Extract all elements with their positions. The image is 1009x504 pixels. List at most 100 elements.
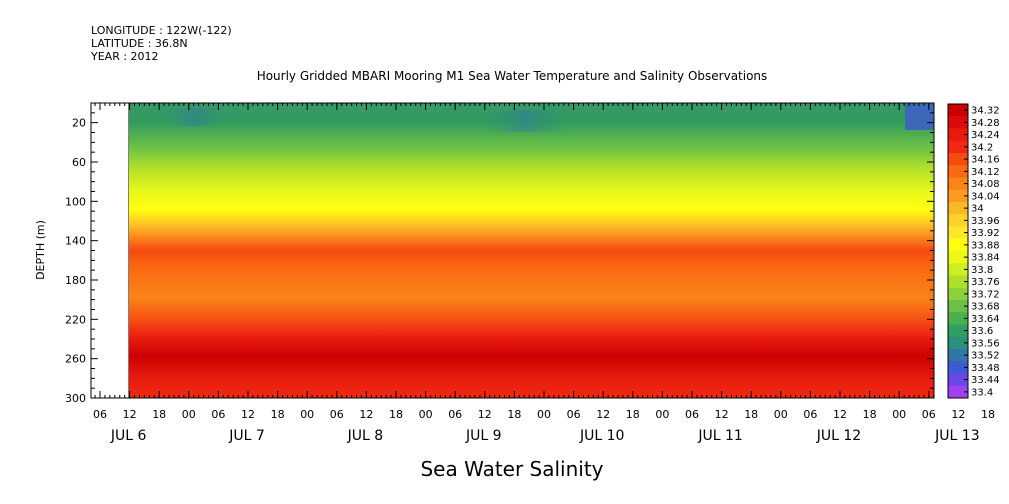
- colorbar-swatch: [948, 189, 968, 203]
- salinity-field: [129, 103, 934, 398]
- x-hour-label: 18: [389, 408, 403, 421]
- longitude-label: LONGITUDE : 122W(-122): [91, 24, 232, 37]
- colorbar-label: 33.8: [971, 265, 993, 276]
- x-day-label: JUL 6: [110, 428, 147, 444]
- y-axis-label: DEPTH (m): [34, 220, 47, 280]
- colorbar-label: 33.52: [971, 351, 1000, 362]
- x-day-label: JUL 13: [934, 428, 979, 444]
- colorbar-label: 34.32: [971, 106, 1000, 117]
- x-hour-label: 00: [419, 408, 433, 421]
- colorbar-label: 33.48: [971, 363, 1000, 374]
- colorbar-swatch: [948, 140, 968, 154]
- x-hour-label: 12: [241, 408, 255, 421]
- x-hour-label: 00: [300, 408, 314, 421]
- colorbar-swatch: [948, 349, 968, 362]
- x-hour-label: 06: [330, 408, 344, 421]
- colorbar-label: 33.92: [971, 228, 1000, 239]
- colorbar-label: 33.84: [971, 253, 1000, 264]
- y-tick-label: 140: [65, 235, 86, 248]
- surface-low-salinity-patch-2: [160, 108, 230, 126]
- x-hour-label: 06: [93, 408, 107, 421]
- x-hour-label: 06: [211, 408, 225, 421]
- year-label: YEAR : 2012: [91, 50, 159, 63]
- colorbar-swatch: [948, 128, 968, 142]
- colorbar-label: 34.12: [971, 167, 1000, 178]
- colorbar-label: 33.68: [971, 302, 1000, 313]
- y-tick-label: 100: [65, 195, 86, 208]
- colorbar-label: 33.64: [971, 314, 1000, 325]
- x-day-label: JUL 12: [816, 428, 861, 444]
- x-hour-label: 06: [922, 408, 936, 421]
- x-day-label: JUL 9: [465, 428, 502, 444]
- colorbar-label: 33.56: [971, 338, 1000, 349]
- x-hour-label: 12: [715, 408, 729, 421]
- colorbar-swatch: [948, 275, 968, 289]
- colorbar-label: 34.16: [971, 155, 1000, 166]
- x-hour-label: 12: [596, 408, 610, 421]
- colorbar-swatch: [948, 238, 968, 252]
- surface-low-salinity-patch-1: [480, 110, 570, 132]
- colorbar-label: 34.24: [971, 130, 1000, 141]
- colorbar-swatch: [948, 116, 968, 129]
- y-tick-label: 20: [72, 117, 86, 130]
- colorbar-swatch: [948, 300, 968, 313]
- x-hour-label: 12: [833, 408, 847, 421]
- x-hour-label: 12: [359, 408, 373, 421]
- x-hour-label: 18: [981, 408, 995, 421]
- x-hour-label: 18: [152, 408, 166, 421]
- x-hour-label: 18: [271, 408, 285, 421]
- y-tick-label: 220: [65, 313, 86, 326]
- colorbar-label: 33.72: [971, 289, 1000, 300]
- colorbar-label: 33.44: [971, 375, 1000, 386]
- colorbar-label: 33.6: [971, 326, 993, 337]
- colorbar-label: 33.88: [971, 240, 1000, 251]
- x-hour-label: 12: [123, 408, 137, 421]
- chart-title: Hourly Gridded MBARI Mooring M1 Sea Wate…: [257, 69, 768, 83]
- colorbar-swatch: [948, 165, 968, 178]
- x-hour-label: 18: [626, 408, 640, 421]
- y-tick-label: 60: [72, 156, 86, 169]
- x-hour-label: 06: [685, 408, 699, 421]
- x-hour-label: 12: [478, 408, 492, 421]
- colorbar-swatch: [948, 287, 968, 301]
- x-hour-label: 18: [507, 408, 521, 421]
- x-hour-label: 06: [803, 408, 817, 421]
- colorbar-swatch: [948, 177, 968, 191]
- colorbar-label: 34.08: [971, 179, 1000, 190]
- chart-caption: Sea Water Salinity: [420, 457, 603, 481]
- colorbar-swatch: [948, 153, 968, 166]
- y-axis: 20 60 100 140 180 220 260 300: [65, 112, 934, 405]
- latitude-label: LATITUDE : 36.8N: [91, 37, 188, 50]
- x-day-label: JUL 10: [579, 428, 624, 444]
- colorbar-label: 34.2: [971, 142, 993, 153]
- colorbar-label: 33.76: [971, 277, 1000, 288]
- colorbar-swatch: [948, 312, 968, 325]
- colorbar-swatch: [948, 214, 968, 227]
- colorbar-swatch: [948, 226, 968, 240]
- plot-area-blank: [90, 102, 130, 399]
- x-hour-label: 06: [448, 408, 462, 421]
- x-day-label: JUL 8: [347, 428, 384, 444]
- y-tick-label: 260: [65, 353, 86, 366]
- colorbar-label: 34: [971, 204, 984, 215]
- y-tick-label: 300: [65, 392, 86, 405]
- x-hour-label: 18: [863, 408, 877, 421]
- x-hour-label: 00: [537, 408, 551, 421]
- colorbar-swatch: [948, 263, 968, 276]
- colorbar-label: 34.04: [971, 191, 1000, 202]
- colorbar-swatch: [948, 251, 968, 264]
- x-hour-label: 00: [892, 408, 906, 421]
- x-hour-label: 00: [655, 408, 669, 421]
- x-hour-label: 06: [567, 408, 581, 421]
- colorbar-swatch: [948, 361, 968, 374]
- y-tick-label: 180: [65, 274, 86, 287]
- x-hour-label: 00: [774, 408, 788, 421]
- x-hour-label: 12: [951, 408, 965, 421]
- colorbar-swatch: [948, 324, 968, 338]
- colorbar-label: 33.96: [971, 216, 1000, 227]
- x-hour-label: 00: [182, 408, 196, 421]
- colorbar-swatch: [948, 336, 968, 350]
- colorbar-swatch: [948, 385, 968, 399]
